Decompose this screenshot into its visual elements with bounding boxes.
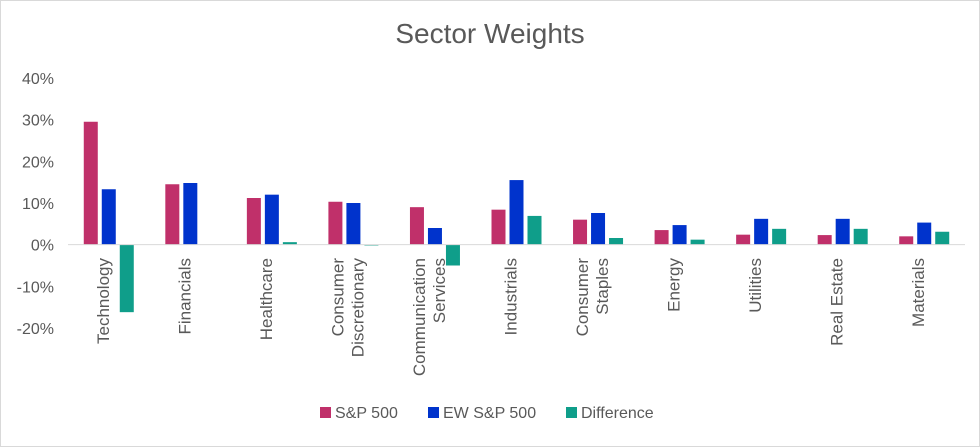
category-label: Real Estate [828,258,847,346]
x-axis-labels: Technology Financials Healthcare ConsumerDi… [94,258,928,377]
legend-swatch [320,407,331,418]
bar [853,228,868,245]
bar [899,236,914,245]
bar [573,219,588,245]
category-label: Energy [665,258,684,312]
category-label: Technology [94,258,113,345]
bar [772,228,787,245]
category-label: Utilities [746,258,765,313]
bar [509,180,524,245]
bar [346,203,361,245]
bar [165,184,180,245]
category-label: ConsumerDiscretionary [328,258,367,358]
bar [917,222,932,245]
bar [409,207,424,245]
category-label: Industrials [502,258,521,335]
legend-label: EW S&P 500 [443,405,536,422]
legend-swatch [428,407,439,418]
bar [817,235,832,245]
y-tick-label: 40% [22,71,54,88]
chart-title: Sector Weights [395,18,585,49]
bar [445,244,460,266]
y-tick-label: 20% [22,154,54,171]
bar [690,239,705,245]
bar [119,244,134,313]
bar [328,201,343,245]
y-tick-label: -10% [17,279,54,296]
category-label: ConsumerStaples [573,258,612,337]
bar [609,238,624,245]
legend-swatch [566,407,577,418]
bar [101,189,116,245]
y-tick-label: 0% [31,238,54,255]
category-label: Healthcare [257,258,276,340]
bar [736,234,751,245]
legend: S&P 500 EW S&P 500 Difference [320,405,654,422]
y-tick-label: 10% [22,196,54,213]
bar [654,230,669,245]
bar [246,198,261,245]
category-label: CommunicationServices [410,258,449,376]
legend-label: Difference [581,405,654,422]
bar [591,213,606,245]
bars [83,121,950,313]
bar [835,218,850,245]
bar [83,121,98,245]
bar [264,194,279,245]
bar [183,183,198,245]
bar [427,228,442,245]
category-label: Financials [175,258,194,335]
bar [491,209,506,245]
y-axis: 40% 30% 20% 10% 0% -10% -20% [17,71,54,338]
bar [282,242,297,245]
y-tick-label: 30% [22,113,54,130]
legend-label: S&P 500 [335,405,398,422]
y-tick-label: -20% [17,321,54,338]
bar [672,225,687,245]
category-label: Materials [909,258,928,327]
bar [754,218,769,245]
bar [935,231,950,245]
bar [527,215,542,245]
